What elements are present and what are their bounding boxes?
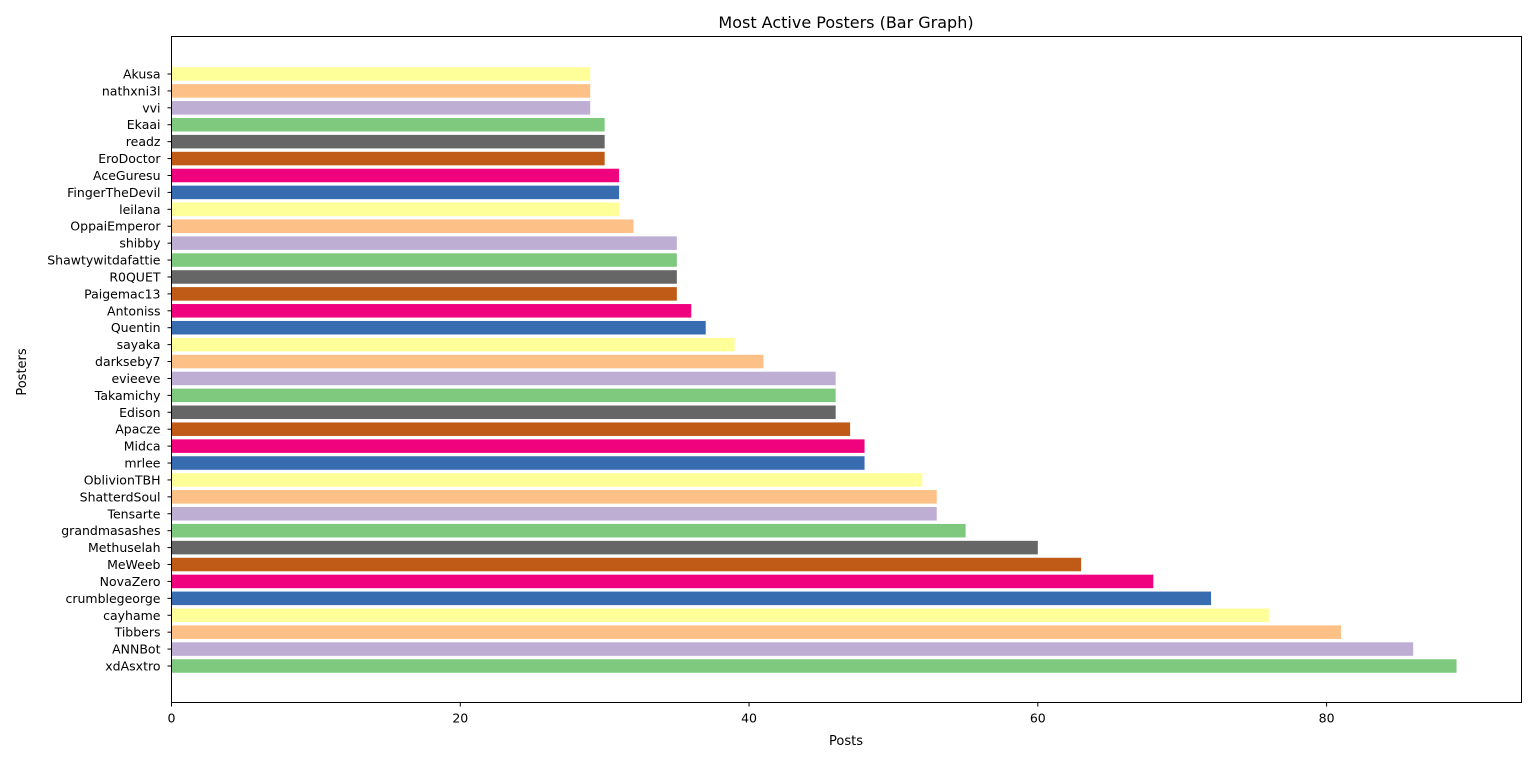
bar-R0QUET xyxy=(171,270,677,284)
y-tick-label: darkseby7 xyxy=(95,354,160,369)
chart-title: Most Active Posters (Bar Graph) xyxy=(718,13,973,32)
bar-Apacze xyxy=(171,422,851,436)
bar-Quentin xyxy=(171,320,706,335)
bar-Edison xyxy=(171,405,836,420)
bar-crumblegeorge xyxy=(171,591,1212,606)
y-tick-label: Methuselah xyxy=(88,540,160,555)
bar-NovaZero xyxy=(171,574,1154,589)
y-tick-label: Quentin xyxy=(111,320,161,335)
x-ticks-group: 0 20 40 60 80 xyxy=(168,702,1335,726)
y-tick-label: readz xyxy=(126,134,161,149)
bar-Akusa xyxy=(171,67,591,81)
y-tick-label: Apacze xyxy=(115,422,161,437)
bar-darkseby7 xyxy=(171,354,764,369)
y-tick-label: ShatterdSoul xyxy=(80,489,161,504)
bar-leilana xyxy=(171,202,620,217)
bar-OppaiEmperor xyxy=(171,219,634,233)
bar-readz xyxy=(171,134,605,149)
y-tick-label: xdAsxtro xyxy=(105,659,160,674)
x-tick-label: 80 xyxy=(1319,711,1335,726)
bar-sayaka xyxy=(171,337,735,352)
y-tick-label: cayhame xyxy=(103,608,161,623)
y-tick-label: vvi xyxy=(142,100,160,115)
bar-ANNBot xyxy=(171,642,1414,656)
y-tick-label: EroDoctor xyxy=(98,151,161,166)
bar-vvi xyxy=(171,101,591,115)
x-axis-label: Posts xyxy=(829,734,863,749)
x-tick-label: 40 xyxy=(741,711,757,726)
bar-AceGuresu xyxy=(171,168,620,183)
y-tick-label: Midca xyxy=(124,439,161,454)
bar-shibby xyxy=(171,236,677,250)
y-tick-label: leilana xyxy=(119,202,160,217)
bars-group xyxy=(171,67,1457,673)
y-tick-label: FingerTheDevil xyxy=(67,185,160,200)
y-tick-label: sayaka xyxy=(117,337,161,352)
y-tick-label: Edison xyxy=(119,405,160,420)
y-tick-label: Tibbers xyxy=(114,625,161,640)
bar-grandmasashes xyxy=(171,523,966,538)
y-ticks-group: xdAsxtro ANNBot Tibbers cayhame crumblegeorg… xyxy=(47,67,172,674)
y-tick-label: nathxni3l xyxy=(102,83,161,98)
bar-MeWeeb xyxy=(171,557,1082,572)
x-tick-label: 60 xyxy=(1030,711,1046,726)
bar-Tensarte xyxy=(171,507,937,521)
bar-Shawtywitdafattie xyxy=(171,253,677,267)
bar-Midca xyxy=(171,439,865,453)
bar-evieeve xyxy=(171,371,836,386)
bar-ShatterdSoul xyxy=(171,490,937,504)
y-tick-label: shibby xyxy=(119,236,161,251)
y-tick-label: grandmasashes xyxy=(61,523,160,538)
bar-nathxni3l xyxy=(171,84,591,98)
y-tick-label: Akusa xyxy=(123,67,161,82)
bar-Paigemac13 xyxy=(171,287,677,301)
bar-OblivionTBH xyxy=(171,473,923,487)
y-tick-label: Shawtywitdafattie xyxy=(47,253,161,268)
y-tick-label: Paigemac13 xyxy=(84,286,160,301)
y-tick-label: AceGuresu xyxy=(93,168,161,183)
y-tick-label: MeWeeb xyxy=(107,557,160,572)
x-tick-label: 0 xyxy=(168,711,176,726)
y-tick-label: OblivionTBH xyxy=(84,472,161,487)
bar-mrlee xyxy=(171,456,865,470)
bar-cayhame xyxy=(171,608,1269,623)
y-axis-label: Posters xyxy=(15,348,30,396)
bar-EroDoctor xyxy=(171,151,605,166)
bar-FingerTheDevil xyxy=(171,185,620,200)
bar-Takamichy xyxy=(171,388,836,403)
y-tick-label: ANNBot xyxy=(112,642,160,657)
y-tick-label: evieeve xyxy=(111,371,160,386)
x-tick-label: 20 xyxy=(452,711,468,726)
y-tick-label: OppaiEmperor xyxy=(70,219,161,234)
y-tick-label: R0QUET xyxy=(109,269,161,284)
bar-xdAsxtro xyxy=(171,659,1457,673)
y-tick-label: mrlee xyxy=(124,456,160,471)
bar-Antoniss xyxy=(171,304,692,318)
y-tick-label: NovaZero xyxy=(100,574,161,589)
bar-Ekaai xyxy=(171,117,605,132)
bar-Tibbers xyxy=(171,625,1342,639)
y-tick-label: crumblegeorge xyxy=(65,591,160,606)
bar-Methuselah xyxy=(171,540,1038,555)
plot-frame xyxy=(171,36,1522,703)
y-tick-label: Ekaai xyxy=(127,117,161,132)
y-tick-label: Antoniss xyxy=(107,303,160,318)
y-tick-label: Takamichy xyxy=(94,388,161,403)
y-tick-label: Tensarte xyxy=(106,506,160,521)
